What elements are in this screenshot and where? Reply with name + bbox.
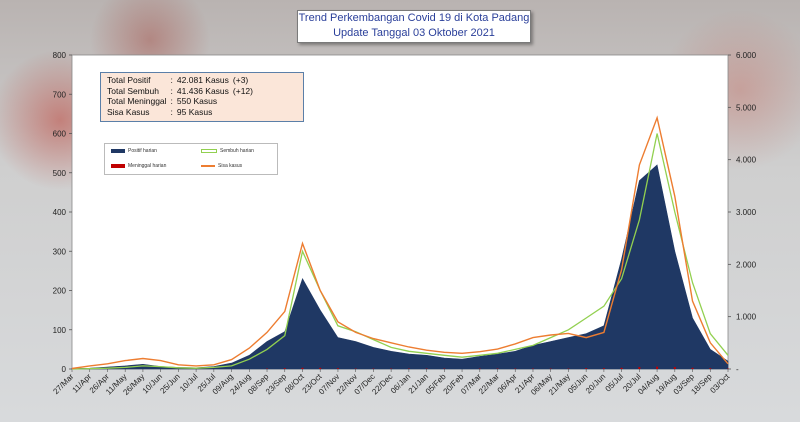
summary-label: Total Positif xyxy=(107,75,151,85)
bar-meninggal-harian xyxy=(319,367,322,369)
right-axis-tick-label: 5.000 xyxy=(736,103,757,112)
right-axis-tick-label: 3.000 xyxy=(736,208,757,217)
chart-title: Trend Perkembangan Covid 19 di Kota Pada… xyxy=(298,12,530,24)
legend-swatch-meninggal xyxy=(111,164,125,168)
bar-meninggal-harian xyxy=(709,368,712,369)
summary-box: Total Positif:42.081 Kasus (+3) Total Semb… xyxy=(100,72,304,122)
summary-row: Total Meninggal:550 Kasus xyxy=(105,96,255,107)
bar-meninggal-harian xyxy=(673,367,676,369)
legend-item-sisa: Sisa kasus xyxy=(201,163,242,169)
summary-sep: : xyxy=(170,85,173,96)
series-positif-harian xyxy=(71,164,729,370)
left-axis-tick-label: 0 xyxy=(62,365,67,374)
summary-sep: : xyxy=(170,75,173,85)
x-axis-tick-label: 05/Jul xyxy=(604,372,626,394)
legend: Positif harian Sembuh harian Meninggal h… xyxy=(104,143,278,175)
legend-item-sembuh: Sembuh harian xyxy=(201,148,254,154)
x-axis-tick-label: 23/Sep xyxy=(264,372,289,397)
legend-label-positif: Positif harian xyxy=(128,148,157,154)
legend-label-sembuh: Sembuh harian xyxy=(220,148,254,154)
bar-meninggal-harian xyxy=(336,368,339,369)
summary-sep: : xyxy=(170,106,173,117)
bar-meninggal-harian xyxy=(602,368,605,369)
bar-meninggal-harian xyxy=(638,367,641,369)
left-axis-tick-label: 800 xyxy=(53,51,67,60)
left-axis-tick-label: 400 xyxy=(53,208,67,217)
legend-label-meninggal: Meninggal harian xyxy=(128,163,167,169)
summary-label: Total Meninggal xyxy=(107,96,167,106)
summary-delta xyxy=(231,107,255,118)
summary-row: Total Positif:42.081 Kasus (+3) xyxy=(105,75,255,86)
right-axis-tick-label: 2.000 xyxy=(736,260,757,269)
x-axis-tick-label: 25/Jun xyxy=(158,372,181,395)
summary-row: Sisa Kasus:95 Kasus xyxy=(105,107,255,118)
summary-delta: (+3) xyxy=(232,75,249,85)
legend-item-meninggal: Meninggal harian xyxy=(111,163,166,169)
x-axis-tick-label: 03/Oct xyxy=(708,372,732,396)
summary-delta: (+12) xyxy=(232,85,253,96)
left-axis-tick-label: 600 xyxy=(53,130,67,139)
bar-meninggal-harian xyxy=(656,366,659,369)
x-axis-tick-label: 20/Jun xyxy=(584,372,607,395)
left-axis-tick-label: 300 xyxy=(53,247,67,256)
legend-swatch-sisa xyxy=(201,165,215,167)
x-axis-tick-label: 10/Jul xyxy=(178,372,200,394)
bar-meninggal-harian xyxy=(620,367,623,369)
series-sisa-kasus xyxy=(71,115,729,370)
legend-item-positif: Positif harian xyxy=(111,148,157,154)
right-axis-tick-label: - xyxy=(736,365,739,374)
summary-value: 95 Kasus xyxy=(176,106,213,117)
bar-meninggal-harian xyxy=(691,367,694,369)
x-axis-tick-label: 18/Sep xyxy=(689,372,714,397)
summary-value: 550 Kasus xyxy=(176,96,218,106)
bar-meninggal-harian xyxy=(283,368,286,369)
summary-value: 42.081 Kasus xyxy=(176,75,229,85)
summary-delta xyxy=(231,96,255,107)
series-sembuh-harian xyxy=(71,133,729,370)
summary-label: Sisa Kasus xyxy=(107,106,150,117)
left-axis-tick-label: 200 xyxy=(53,287,67,296)
left-axis-tick-label: 500 xyxy=(53,169,67,178)
summary-value: 41.436 Kasus xyxy=(176,85,229,96)
right-axis-tick-label: 6.000 xyxy=(736,51,757,60)
x-axis-tick-label: 22/Mar xyxy=(477,372,501,396)
left-axis-tick-label: 100 xyxy=(53,326,67,335)
legend-swatch-positif xyxy=(111,149,125,153)
bar-meninggal-harian xyxy=(585,368,588,369)
x-axis-tick-label: 27/Mar xyxy=(51,372,75,396)
left-axis-tick-label: 700 xyxy=(53,90,67,99)
bar-meninggal-harian xyxy=(301,367,304,369)
legend-swatch-sembuh xyxy=(201,149,217,153)
right-axis-tick-label: 1.000 xyxy=(736,313,757,322)
summary-label: Total Sembuh xyxy=(107,85,159,96)
right-axis-tick-label: 4.000 xyxy=(736,156,757,165)
chart-title-box: Trend Perkembangan Covid 19 di Kota Pada… xyxy=(297,10,531,43)
summary-row: Total Sembuh:41.436 Kasus (+12) xyxy=(105,86,255,97)
summary-sep: : xyxy=(170,96,173,106)
legend-label-sisa: Sisa kasus xyxy=(218,163,243,169)
chart-subtitle: Update Tanggal 03 Oktober 2021 xyxy=(333,27,495,39)
